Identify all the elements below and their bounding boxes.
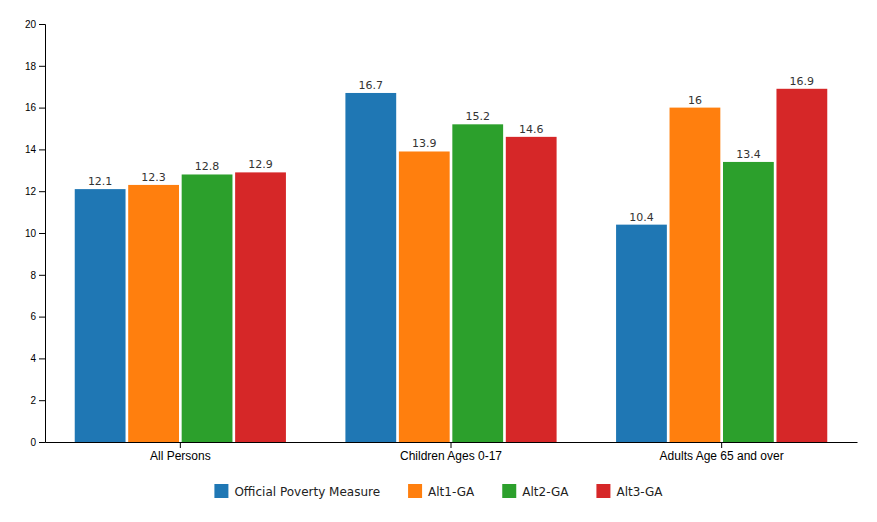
series (182, 124, 774, 442)
tick-label: All Persons (150, 449, 211, 463)
data-label: 14.6 (519, 123, 544, 136)
chart-container: 0 2 4 6 8 10 12 14 16 18 20 All Persons Children Age… (0, 0, 877, 522)
tick: 20 (25, 19, 45, 30)
legend-item: Alt1-GA (408, 484, 475, 499)
tick: Children Ages 0-17 (400, 442, 502, 463)
bar (723, 162, 774, 442)
tick-label: 6 (30, 311, 36, 322)
data-label: 12.1 (88, 175, 113, 188)
data-labels: 12.1 16.7 10.4 12.3 13.9 16 12.8 15.2 13.4 12.9 14… (88, 75, 814, 224)
legend-item: Alt3-GA (596, 484, 663, 499)
bar (506, 137, 557, 442)
chart: 0 2 4 6 8 10 12 14 16 18 20 All Persons Children Age… (0, 0, 877, 522)
data-label: 12.9 (248, 158, 273, 171)
legend: Official Poverty Measure Alt1-GA Alt2-GA Al… (214, 484, 663, 499)
tick-label: 4 (30, 353, 36, 364)
legend-swatch (502, 484, 516, 498)
series (75, 93, 667, 442)
legend-swatch (408, 484, 422, 498)
tick: 6 (30, 311, 45, 322)
series (235, 89, 827, 442)
bar (75, 189, 126, 442)
tick-mark (39, 108, 45, 109)
legend-label: Alt2-GA (522, 485, 569, 499)
tick-label: 16 (25, 102, 37, 113)
data-label: 12.8 (195, 160, 220, 173)
tick-mark (39, 66, 45, 67)
bar (399, 151, 450, 442)
tick-mark (39, 400, 45, 401)
data-label: 16 (688, 94, 702, 107)
tick-label: 14 (25, 144, 37, 155)
data-label: 10.4 (629, 211, 654, 224)
bar (182, 174, 233, 442)
bar (235, 172, 286, 442)
tick: 0 (30, 437, 45, 448)
tick-mark (39, 191, 45, 192)
legend-item: Alt2-GA (502, 484, 569, 499)
tick-mark (39, 149, 45, 150)
tick-mark (180, 442, 181, 448)
tick-label: 8 (30, 270, 36, 281)
data-label: 15.2 (465, 110, 490, 123)
bar (452, 124, 503, 442)
tick-mark (721, 442, 722, 448)
tick-label: 2 (30, 395, 36, 406)
tick: 12 (25, 186, 45, 197)
tick: 4 (30, 353, 45, 364)
axis-line (39, 25, 46, 443)
data-label: 16.9 (790, 75, 815, 88)
x-axis: All Persons Children Ages 0-17 Adults Age … (46, 442, 858, 463)
legend-item: Official Poverty Measure (214, 484, 380, 499)
legend-swatch (596, 484, 610, 498)
bar (128, 185, 179, 442)
bar (345, 93, 396, 442)
tick: Adults Age 65 and over (660, 442, 784, 463)
tick-label: Children Ages 0-17 (400, 449, 502, 463)
bars (75, 89, 828, 442)
tick-label: Adults Age 65 and over (660, 449, 784, 463)
tick-label: 12 (25, 186, 37, 197)
tick: 16 (25, 102, 45, 113)
data-label: 12.3 (141, 171, 166, 184)
tick-mark (39, 24, 45, 25)
data-label: 13.9 (412, 137, 437, 150)
tick-label: 10 (25, 228, 37, 239)
tick: 14 (25, 144, 45, 155)
legend-swatch (214, 484, 228, 498)
tick-mark (39, 442, 45, 443)
tick: 18 (25, 61, 45, 72)
tick: 2 (30, 395, 45, 406)
tick-label: 20 (25, 19, 37, 30)
bar (670, 108, 721, 442)
tick: All Persons (150, 442, 211, 463)
tick-label: 18 (25, 61, 37, 72)
legend-label: Official Poverty Measure (234, 485, 380, 499)
legend-label: Alt3-GA (616, 485, 663, 499)
tick: 10 (25, 228, 45, 239)
tick-label: 0 (30, 437, 36, 448)
tick: 8 (30, 270, 45, 281)
tick-mark (39, 275, 45, 276)
y-axis: 0 2 4 6 8 10 12 14 16 18 20 (25, 19, 46, 448)
tick-mark (451, 442, 452, 448)
bar (776, 89, 827, 442)
tick-mark (39, 358, 45, 359)
tick-mark (39, 233, 45, 234)
data-label: 13.4 (736, 148, 761, 161)
data-label: 16.7 (359, 79, 384, 92)
series (128, 108, 720, 442)
bar (616, 225, 667, 442)
legend-label: Alt1-GA (428, 485, 475, 499)
tick-mark (39, 317, 45, 318)
plot: 0 2 4 6 8 10 12 14 16 18 20 All Persons Children Age… (25, 19, 858, 463)
